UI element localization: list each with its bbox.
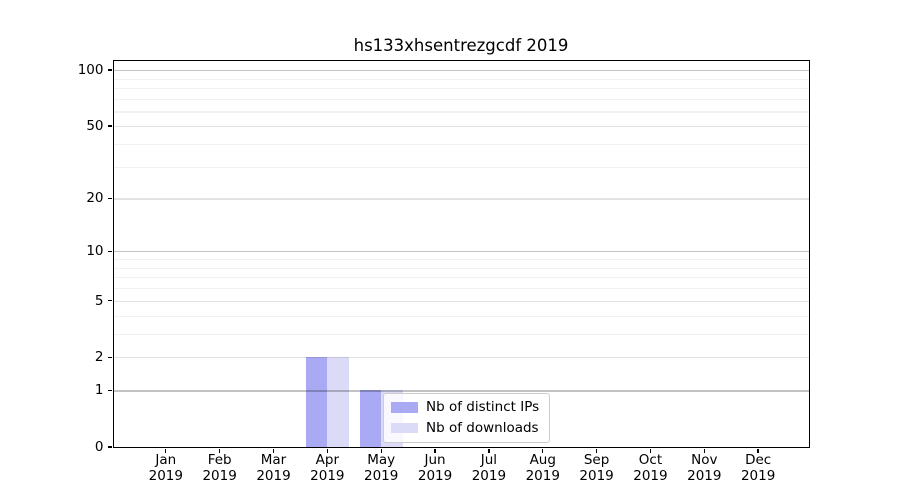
x-tick-oct [649,448,652,453]
gridline-y-5 [113,300,809,302]
x-tick-jan [165,448,167,453]
y-tick-label-2: 2 [94,349,104,366]
plot-area: 0 1 2 5 10 20 50 100 Jan 2019 Feb 2019 Mar 2019 Apr… [78,60,810,483]
legend-label-downloads: Nb of downloads [426,419,539,436]
y-tick-10 [108,250,113,252]
x-tick-dec [757,448,759,453]
legend-item-downloads: Nb of downloads [391,418,539,438]
x-tick-label-jun: Jun 2019 [417,452,453,484]
gridline-y-10 [113,251,809,253]
gridline-y-80 [113,88,809,90]
x-tick-feb [218,448,221,453]
gridline-y-4 [113,315,809,317]
gridline-y-8 [113,267,809,269]
y-tick-label-10: 10 [86,243,104,260]
x-tick-apr [326,448,329,453]
gridline-y-7 [113,277,809,279]
x-tick-label-sep: Sep 2019 [579,452,614,484]
x-tick-label-may: May 2019 [364,452,399,484]
gridline-y-20 [113,198,809,200]
x-tick-label-jul: Jul 2019 [471,452,507,484]
legend-swatch-distinct-ips [391,402,418,413]
gridline-y-40 [113,143,809,145]
y-tick-1 [108,389,113,392]
bar-nb-of-distinct-ips-may [359,390,382,447]
gridline-y-2 [113,357,809,359]
x-tick-label-apr: Apr 2019 [310,452,345,484]
y-tick-label-100: 100 [77,62,104,79]
x-tick-sep [595,448,598,453]
legend-label-distinct-ips: Nb of distinct IPs [426,399,540,416]
y-tick-5 [108,299,113,302]
y-tick-label-1: 1 [94,382,104,399]
x-tick-label-oct: Oct 2019 [633,452,668,484]
y-tick-0 [108,446,113,448]
x-tick-label-dec: Dec 2019 [740,452,776,484]
x-tick-label-mar: Mar 2019 [256,452,291,484]
bar-nb-of-distinct-ips-apr [305,357,328,447]
y-tick-label-50: 50 [86,117,104,134]
x-tick-mar [272,448,275,453]
legend-swatch-downloads [391,422,418,433]
x-tick-nov [703,448,705,453]
y-tick-100 [108,69,113,71]
x-tick-may [380,448,382,453]
gridline-y-3 [113,333,809,335]
x-tick-aug [542,448,544,453]
y-tick-label-5: 5 [94,292,104,309]
x-tick-label-feb: Feb 2019 [202,452,237,484]
gridline-y-9 [113,258,809,261]
chart-title: hs133xhsentrezgcdf 2019 [353,36,569,55]
gridline-y-1 [113,390,809,392]
x-tick-jul [488,448,490,453]
gridline-y-6 [113,288,809,290]
gridline-y-30 [113,166,809,168]
y-tick-20 [108,197,113,200]
y-tick-label-20: 20 [86,190,104,207]
gridline-y-100 [113,70,809,72]
y-tick-label-0: 0 [94,439,104,455]
gridline-y-70 [113,98,809,101]
y-tick-50 [108,125,113,127]
x-tick-label-nov: Nov 2019 [687,452,722,484]
gridline-y-90 [113,78,809,80]
gridline-y-60 [113,111,809,113]
y-tick-2 [108,356,113,358]
legend-item-distinct-ips: Nb of distinct IPs [391,398,539,418]
x-tick-jun [434,448,436,453]
x-tick-label-aug: Aug 2019 [525,452,560,484]
bar-nb-of-downloads-apr [327,357,349,447]
legend: Nb of distinct IPs Nb of downloads [382,392,551,443]
gridline-y-50 [113,125,809,128]
x-tick-label-jan: Jan 2019 [148,452,183,484]
